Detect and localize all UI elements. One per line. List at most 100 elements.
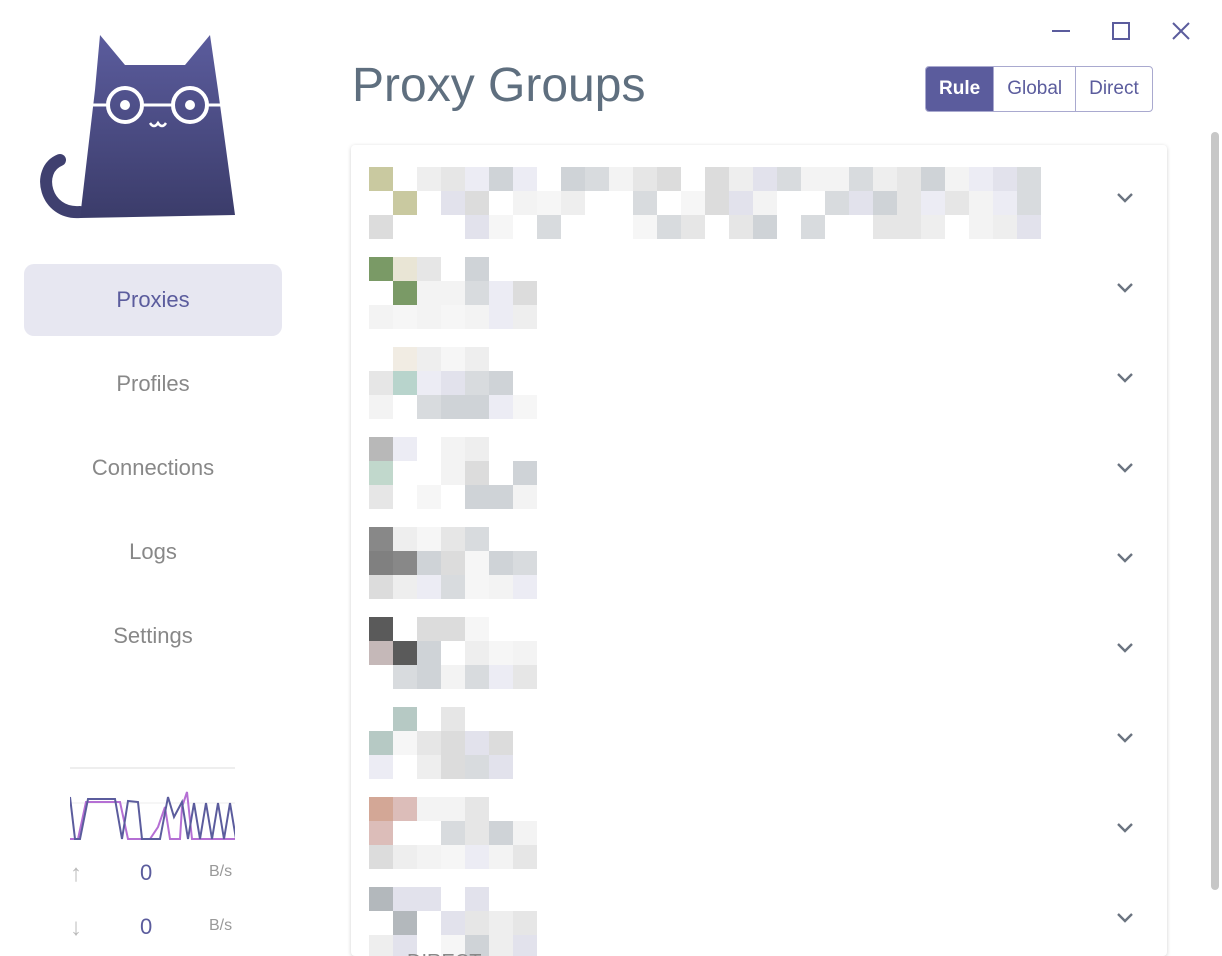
mosaic-block: [393, 911, 417, 935]
mosaic-block: [465, 305, 489, 329]
arrow-up-icon: ↑: [70, 860, 82, 887]
mosaic-block: [441, 755, 465, 779]
mosaic-block: [441, 935, 465, 956]
mosaic-block: [441, 437, 465, 461]
mosaic-block: [633, 215, 657, 239]
mosaic-block: [969, 215, 993, 239]
mosaic-block: [441, 707, 465, 731]
mosaic-block: [369, 485, 393, 509]
mosaic-block: [897, 215, 921, 239]
mosaic-block: [369, 575, 393, 599]
chevron-down-icon[interactable]: [1115, 367, 1135, 387]
minimize-button[interactable]: [1044, 14, 1078, 48]
maximize-button[interactable]: [1104, 14, 1138, 48]
mosaic-block: [441, 461, 465, 485]
mosaic-block: [393, 845, 417, 869]
mosaic-block: [393, 257, 417, 281]
mosaic-block: [465, 485, 489, 509]
mosaic-block: [393, 641, 417, 665]
mosaic-block: [441, 845, 465, 869]
chevron-down-icon[interactable]: [1115, 907, 1135, 927]
mosaic-block: [465, 911, 489, 935]
mosaic-block: [513, 821, 537, 845]
mosaic-block: [393, 527, 417, 551]
chevron-down-icon[interactable]: [1115, 277, 1135, 297]
mosaic-block: [825, 191, 849, 215]
mode-rule-button[interactable]: Rule: [926, 67, 994, 111]
chevron-down-icon[interactable]: [1115, 817, 1135, 837]
proxy-group-list: DIRECT: [351, 145, 1167, 956]
mosaic-block: [561, 167, 585, 191]
mosaic-block: [441, 167, 465, 191]
proxy-group[interactable]: [351, 153, 1167, 243]
mosaic-block: [441, 665, 465, 689]
mosaic-block: [369, 215, 393, 239]
mosaic-block: [513, 665, 537, 689]
chevron-down-icon[interactable]: [1115, 547, 1135, 567]
mosaic-block: [873, 191, 897, 215]
mosaic-block: [465, 395, 489, 419]
mode-direct-button[interactable]: Direct: [1075, 67, 1152, 111]
proxy-group[interactable]: [351, 603, 1167, 693]
sidebar-item-profiles[interactable]: Profiles: [116, 371, 190, 396]
chevron-down-icon[interactable]: [1115, 637, 1135, 657]
mosaic-block: [513, 167, 537, 191]
mosaic-block: [369, 305, 393, 329]
sidebar: Proxies Profiles Connections Logs Settings ↑…: [0, 0, 305, 956]
mosaic-block: [465, 215, 489, 239]
mosaic-block: [465, 755, 489, 779]
mosaic-block: [441, 191, 465, 215]
mosaic-block: [1017, 215, 1041, 239]
mosaic-block: [489, 305, 513, 329]
mode-global-button[interactable]: Global: [993, 67, 1075, 111]
mosaic-block: [393, 437, 417, 461]
scrollbar[interactable]: [1211, 132, 1219, 890]
mosaic-block: [489, 911, 513, 935]
proxy-group[interactable]: [351, 693, 1167, 783]
proxy-group[interactable]: DIRECT: [351, 873, 1167, 956]
proxy-group[interactable]: [351, 333, 1167, 423]
mosaic-block: [585, 167, 609, 191]
proxy-group[interactable]: [351, 513, 1167, 603]
mosaic-block: [489, 281, 513, 305]
mosaic-block: [633, 191, 657, 215]
mosaic-block: [513, 485, 537, 509]
mosaic-block: [417, 665, 441, 689]
mosaic-block: [441, 347, 465, 371]
selected-proxy: DIRECT: [375, 951, 481, 956]
mosaic-block: [393, 707, 417, 731]
mosaic-block: [417, 887, 441, 911]
upload-line: [70, 791, 235, 840]
sidebar-item-proxies[interactable]: Proxies: [24, 264, 282, 336]
close-icon: [1172, 22, 1190, 40]
mosaic-block: [513, 395, 537, 419]
close-button[interactable]: [1164, 14, 1198, 48]
mosaic-block: [417, 371, 441, 395]
mosaic-block: [417, 281, 441, 305]
mosaic-block: [393, 347, 417, 371]
mosaic-block: [465, 527, 489, 551]
mosaic-block: [441, 395, 465, 419]
proxy-group[interactable]: [351, 243, 1167, 333]
mosaic-block: [465, 641, 489, 665]
sidebar-item-logs[interactable]: Logs: [129, 539, 177, 564]
chevron-down-icon[interactable]: [1115, 187, 1135, 207]
sidebar-item-connections[interactable]: Connections: [91, 455, 215, 480]
mosaic-block: [489, 395, 513, 419]
chevron-down-icon[interactable]: [1115, 727, 1135, 747]
proxy-group[interactable]: [351, 783, 1167, 873]
mosaic-block: [465, 191, 489, 215]
mosaic-block: [489, 167, 513, 191]
chevron-down-icon[interactable]: [1115, 457, 1135, 477]
mosaic-block: [849, 167, 873, 191]
proxy-group[interactable]: [351, 423, 1167, 513]
mosaic-block: [393, 731, 417, 755]
mosaic-block: [777, 167, 801, 191]
mosaic-block: [969, 191, 993, 215]
mosaic-block: [753, 215, 777, 239]
sidebar-item-settings[interactable]: Settings: [113, 623, 193, 648]
mosaic-block: [465, 797, 489, 821]
mosaic-block: [465, 347, 489, 371]
mosaic-block: [537, 215, 561, 239]
mosaic-block: [753, 167, 777, 191]
